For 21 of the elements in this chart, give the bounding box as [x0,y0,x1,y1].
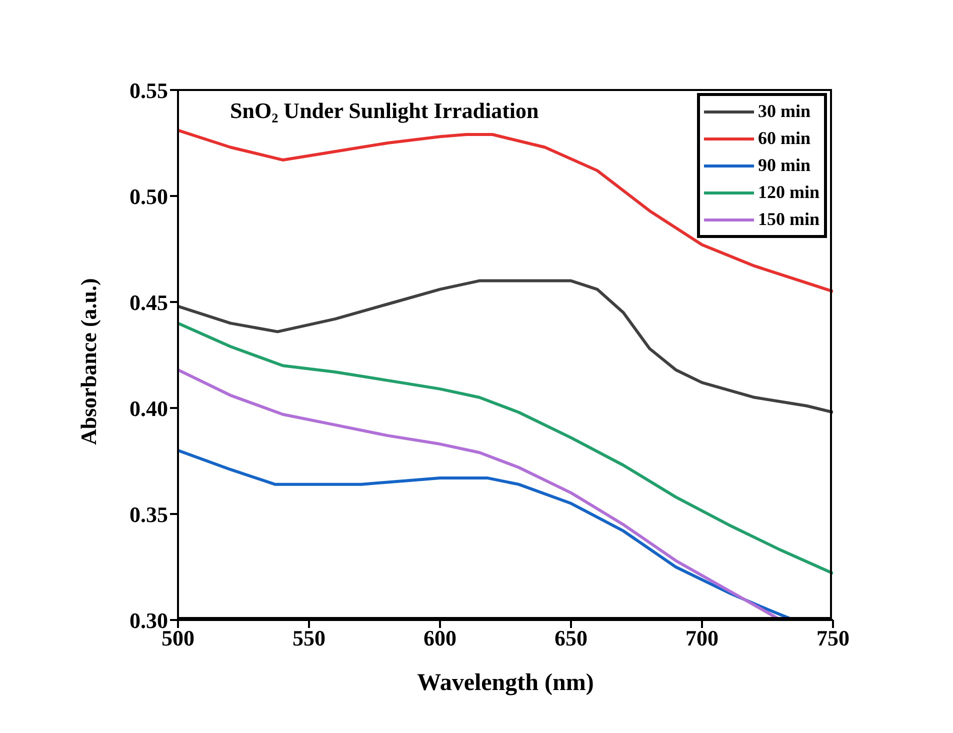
legend-label: 150 min [758,209,820,230]
x-tick-label: 550 [292,626,326,651]
y-axis-title: Absorbance (a.u.) [76,278,101,445]
y-tick-label: 0.50 [130,184,168,209]
x-tick-label: 600 [424,626,456,651]
y-tick-label: 0.55 [130,78,168,103]
legend-label: 30 min [758,101,811,122]
y-tick-label: 0.45 [130,290,168,315]
legend-label: 60 min [758,128,811,149]
x-tick-label: 750 [816,626,850,651]
x-tick-label: 650 [554,626,588,651]
y-tick-label: 0.35 [130,502,168,527]
x-tick-label: 700 [686,626,718,651]
y-tick-label: 0.40 [130,396,168,421]
line-series [178,322,833,575]
line-series [178,279,833,414]
legend-label: 90 min [758,155,811,176]
chart-title: SnO₂ Under Sunlight Irradiation [230,98,539,124]
line-series [178,128,833,293]
legend-label: 120 min [758,182,820,203]
x-axis-title: Wavelength (nm) [417,670,594,696]
